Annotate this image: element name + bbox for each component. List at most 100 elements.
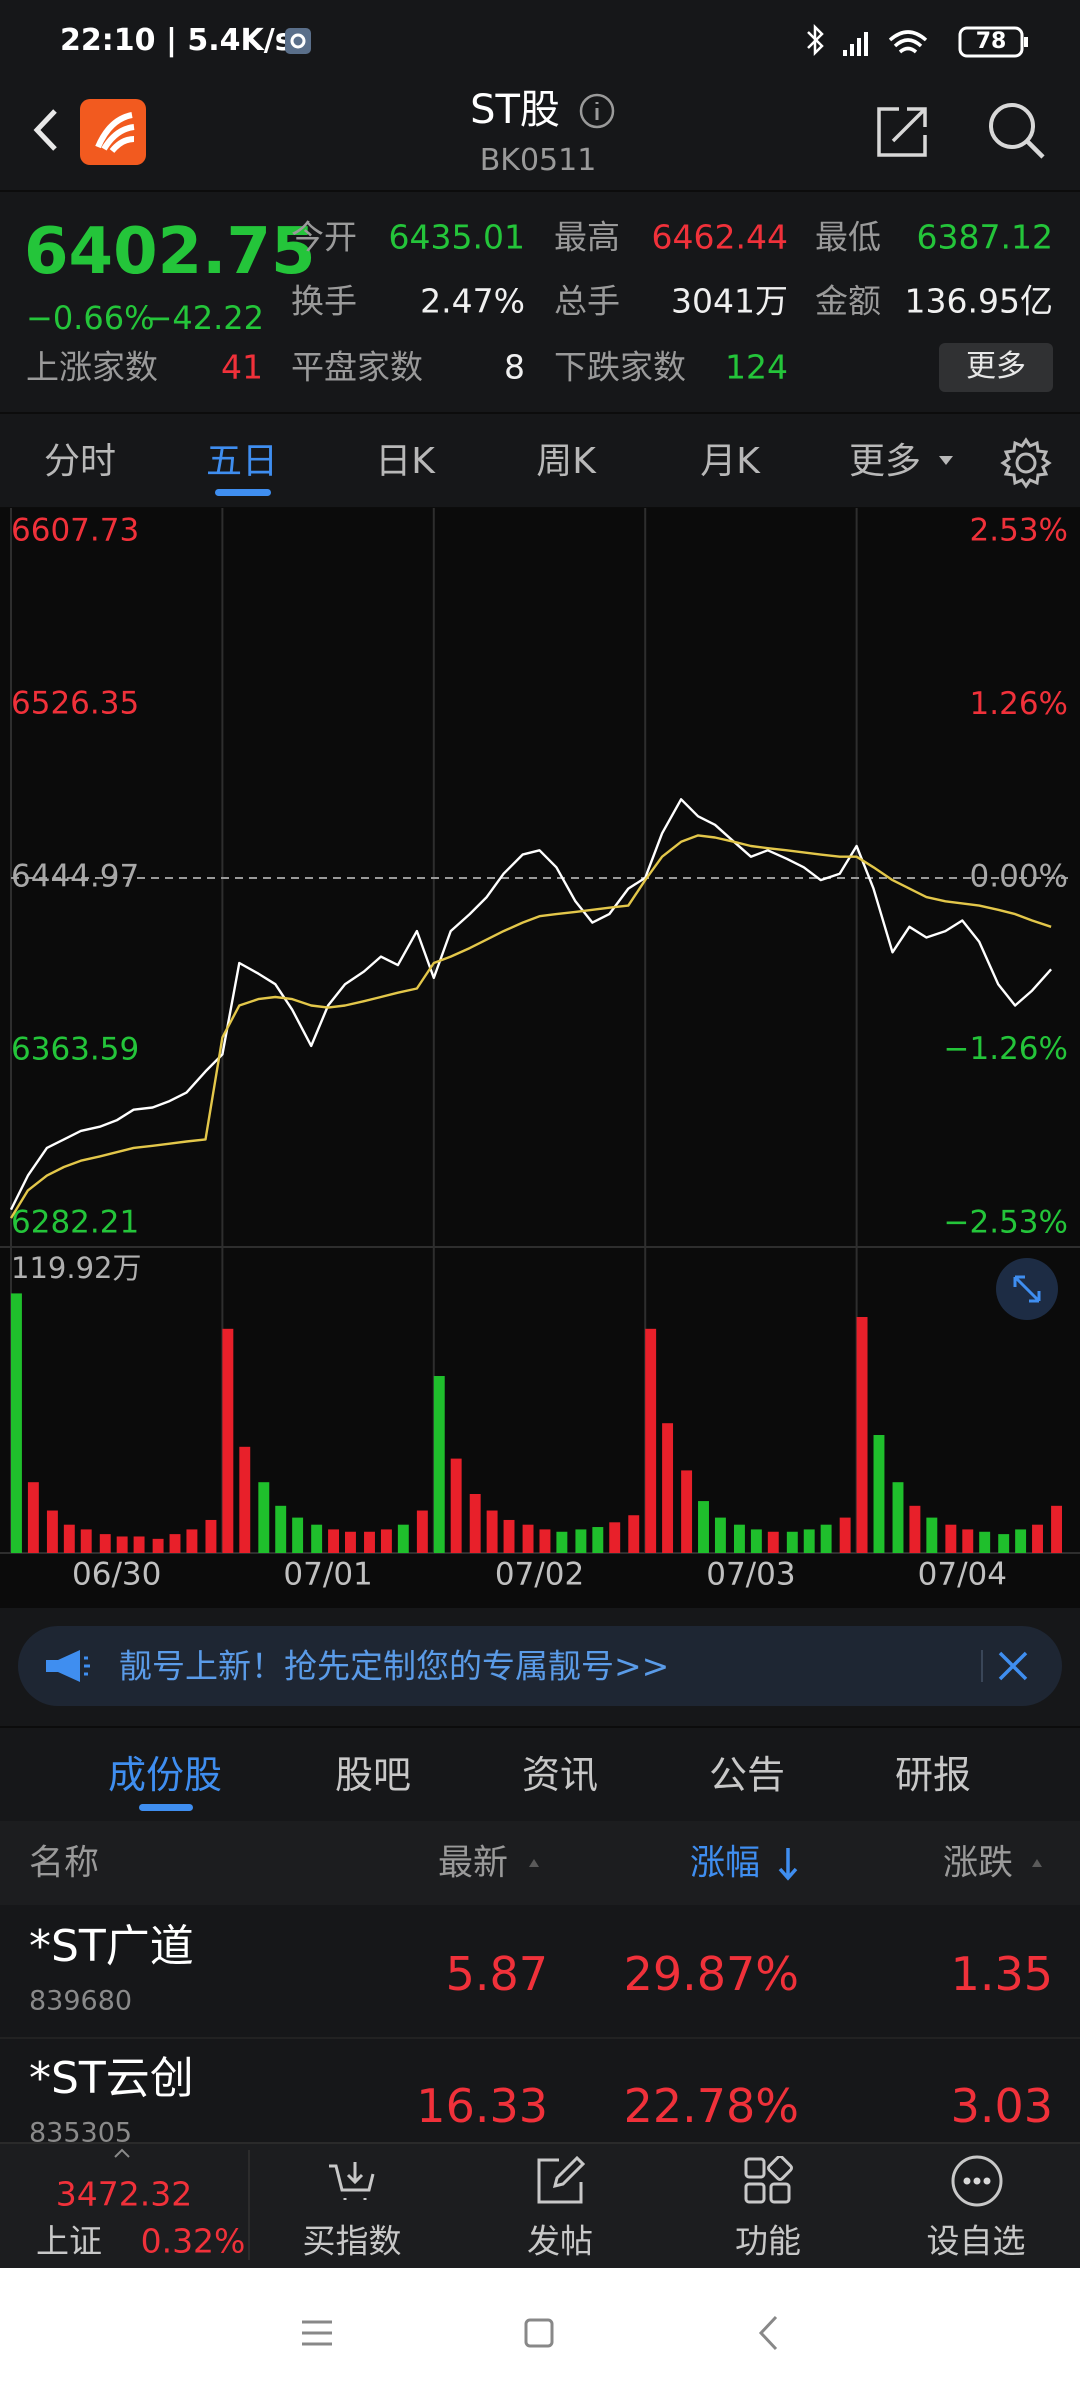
volume-bar: [292, 1517, 304, 1553]
volume-bar: [116, 1536, 128, 1553]
cell-change: 1.35: [950, 1947, 1053, 2001]
period-tab[interactable]: 分时: [43, 441, 117, 482]
volume-bar: [450, 1458, 462, 1553]
nav-home[interactable]: [523, 2317, 555, 2349]
volume-bar: [416, 1510, 428, 1553]
volume-bar: [575, 1529, 587, 1553]
column-header-sorted[interactable]: 涨幅: [689, 1843, 760, 1884]
back-button[interactable]: [25, 105, 65, 155]
last-price: 6402.75: [24, 215, 316, 289]
stat-label: 今开: [291, 217, 357, 257]
stock-code: 839680: [29, 1985, 133, 2017]
volume-bar: [345, 1531, 356, 1553]
volume-bar: [786, 1531, 798, 1553]
volume-bar: [275, 1505, 287, 1553]
volume-bar: [979, 1531, 991, 1553]
sub-tab-active[interactable]: 成份股: [107, 1753, 223, 1797]
dropdown-arrow: [939, 456, 953, 465]
stock-name: *ST云创: [29, 2053, 194, 2104]
volume-bar: [63, 1524, 75, 1553]
column-header[interactable]: 名称: [29, 1843, 100, 1884]
stat-value: 6387.12: [916, 217, 1053, 257]
volume-bar: [628, 1515, 640, 1553]
stat-value: 6462.44: [651, 217, 788, 257]
fullscreen-button[interactable]: [995, 1257, 1059, 1321]
volume-bar: [962, 1529, 974, 1553]
stat-label: 换手: [291, 281, 357, 321]
volume-bar: [873, 1435, 885, 1553]
page-title: ST股: [470, 87, 560, 133]
volume-bar: [714, 1517, 726, 1553]
sub-tab[interactable]: 资讯: [521, 1753, 599, 1797]
volume-bar: [909, 1505, 921, 1553]
row-divider: [0, 2037, 1080, 2039]
battery-level: 78: [975, 29, 1007, 54]
info-icon[interactable]: [578, 92, 616, 130]
sub-tab[interactable]: 研报: [894, 1753, 972, 1797]
banner-close[interactable]: [997, 1650, 1029, 1682]
functions-icon: [744, 2156, 793, 2204]
toolbar-divider: [248, 2150, 250, 2260]
settings-button[interactable]: [1000, 437, 1052, 489]
stock-name: *ST广道: [29, 1921, 194, 1972]
period-tab[interactable]: 日K: [375, 441, 435, 482]
y-tick-label: 6444.97: [11, 859, 139, 895]
x-tick-label: 07/01: [283, 1557, 372, 1593]
more-button[interactable]: [939, 343, 1053, 392]
x-tick-label: 07/04: [918, 1557, 1007, 1593]
cell-change-pct: 22.78%: [623, 2079, 799, 2133]
toolbar-item[interactable]: 设自选: [926, 2221, 1026, 2261]
battery-icon: [958, 26, 1028, 58]
period-tab[interactable]: 月K: [700, 441, 760, 482]
volume-bar: [662, 1423, 674, 1553]
y-tick-label: 6526.35: [11, 686, 139, 722]
y2-tick-label: 1.26%: [970, 686, 1068, 722]
stat-value: 6435.01: [388, 217, 525, 257]
sort-desc-arrow: [778, 1848, 798, 1881]
stat-label: 金额: [815, 281, 881, 321]
period-tab[interactable]: 更多: [848, 441, 922, 482]
volume-bar: [239, 1446, 251, 1553]
toolbar-item[interactable]: 功能: [735, 2221, 801, 2261]
toolbar-item[interactable]: 发帖: [527, 2221, 593, 2261]
volume-bar: [433, 1376, 445, 1553]
five-day-chart: 6607.73 6526.35 6444.97 6363.59 6282.21 2.53%…: [0, 508, 1080, 1608]
column-header[interactable]: 涨跌: [942, 1843, 1013, 1884]
volume-bar: [186, 1529, 198, 1553]
volume-bar: [152, 1538, 164, 1553]
table-row[interactable]: [0, 1905, 1080, 2038]
toolbar-item[interactable]: 买指数: [302, 2221, 402, 2261]
volume-bar: [556, 1531, 568, 1553]
volume-bar: [592, 1527, 604, 1553]
y-tick-label: 6282.21: [11, 1205, 139, 1241]
promo-banner[interactable]: [18, 1626, 1062, 1706]
stat-value: 2.47%: [420, 281, 525, 321]
share-button[interactable]: [873, 101, 933, 161]
system-nav-bar: [0, 2268, 1080, 2400]
more-button-label: 更多: [966, 349, 1026, 384]
column-header[interactable]: 最新: [437, 1843, 508, 1884]
x-tick-label: 07/02: [495, 1557, 584, 1593]
volume-bar: [328, 1529, 340, 1553]
volume-bar: [311, 1524, 323, 1553]
volume-bar: [926, 1517, 938, 1553]
sub-tab[interactable]: 股吧: [334, 1753, 412, 1797]
search-button[interactable]: [985, 99, 1049, 163]
divider: [0, 190, 1080, 192]
sub-tab[interactable]: 公告: [708, 1753, 786, 1797]
stat-label: 最高: [554, 217, 620, 257]
volume-bar: [609, 1522, 621, 1553]
volume-bar: [486, 1510, 498, 1553]
volume-bar: [169, 1534, 181, 1553]
volume-bar: [522, 1524, 534, 1553]
nav-menu[interactable]: [300, 2318, 334, 2348]
volume-bar: [80, 1529, 92, 1553]
volume-bar: [99, 1534, 111, 1553]
period-tab[interactable]: 周K: [536, 441, 596, 482]
period-tab-active[interactable]: 五日: [205, 441, 279, 482]
nav-back[interactable]: [756, 2314, 780, 2352]
cell-price: 5.87: [445, 1947, 548, 2001]
table-header: [0, 1821, 1080, 1905]
index-change: 0.32%: [140, 2221, 246, 2261]
